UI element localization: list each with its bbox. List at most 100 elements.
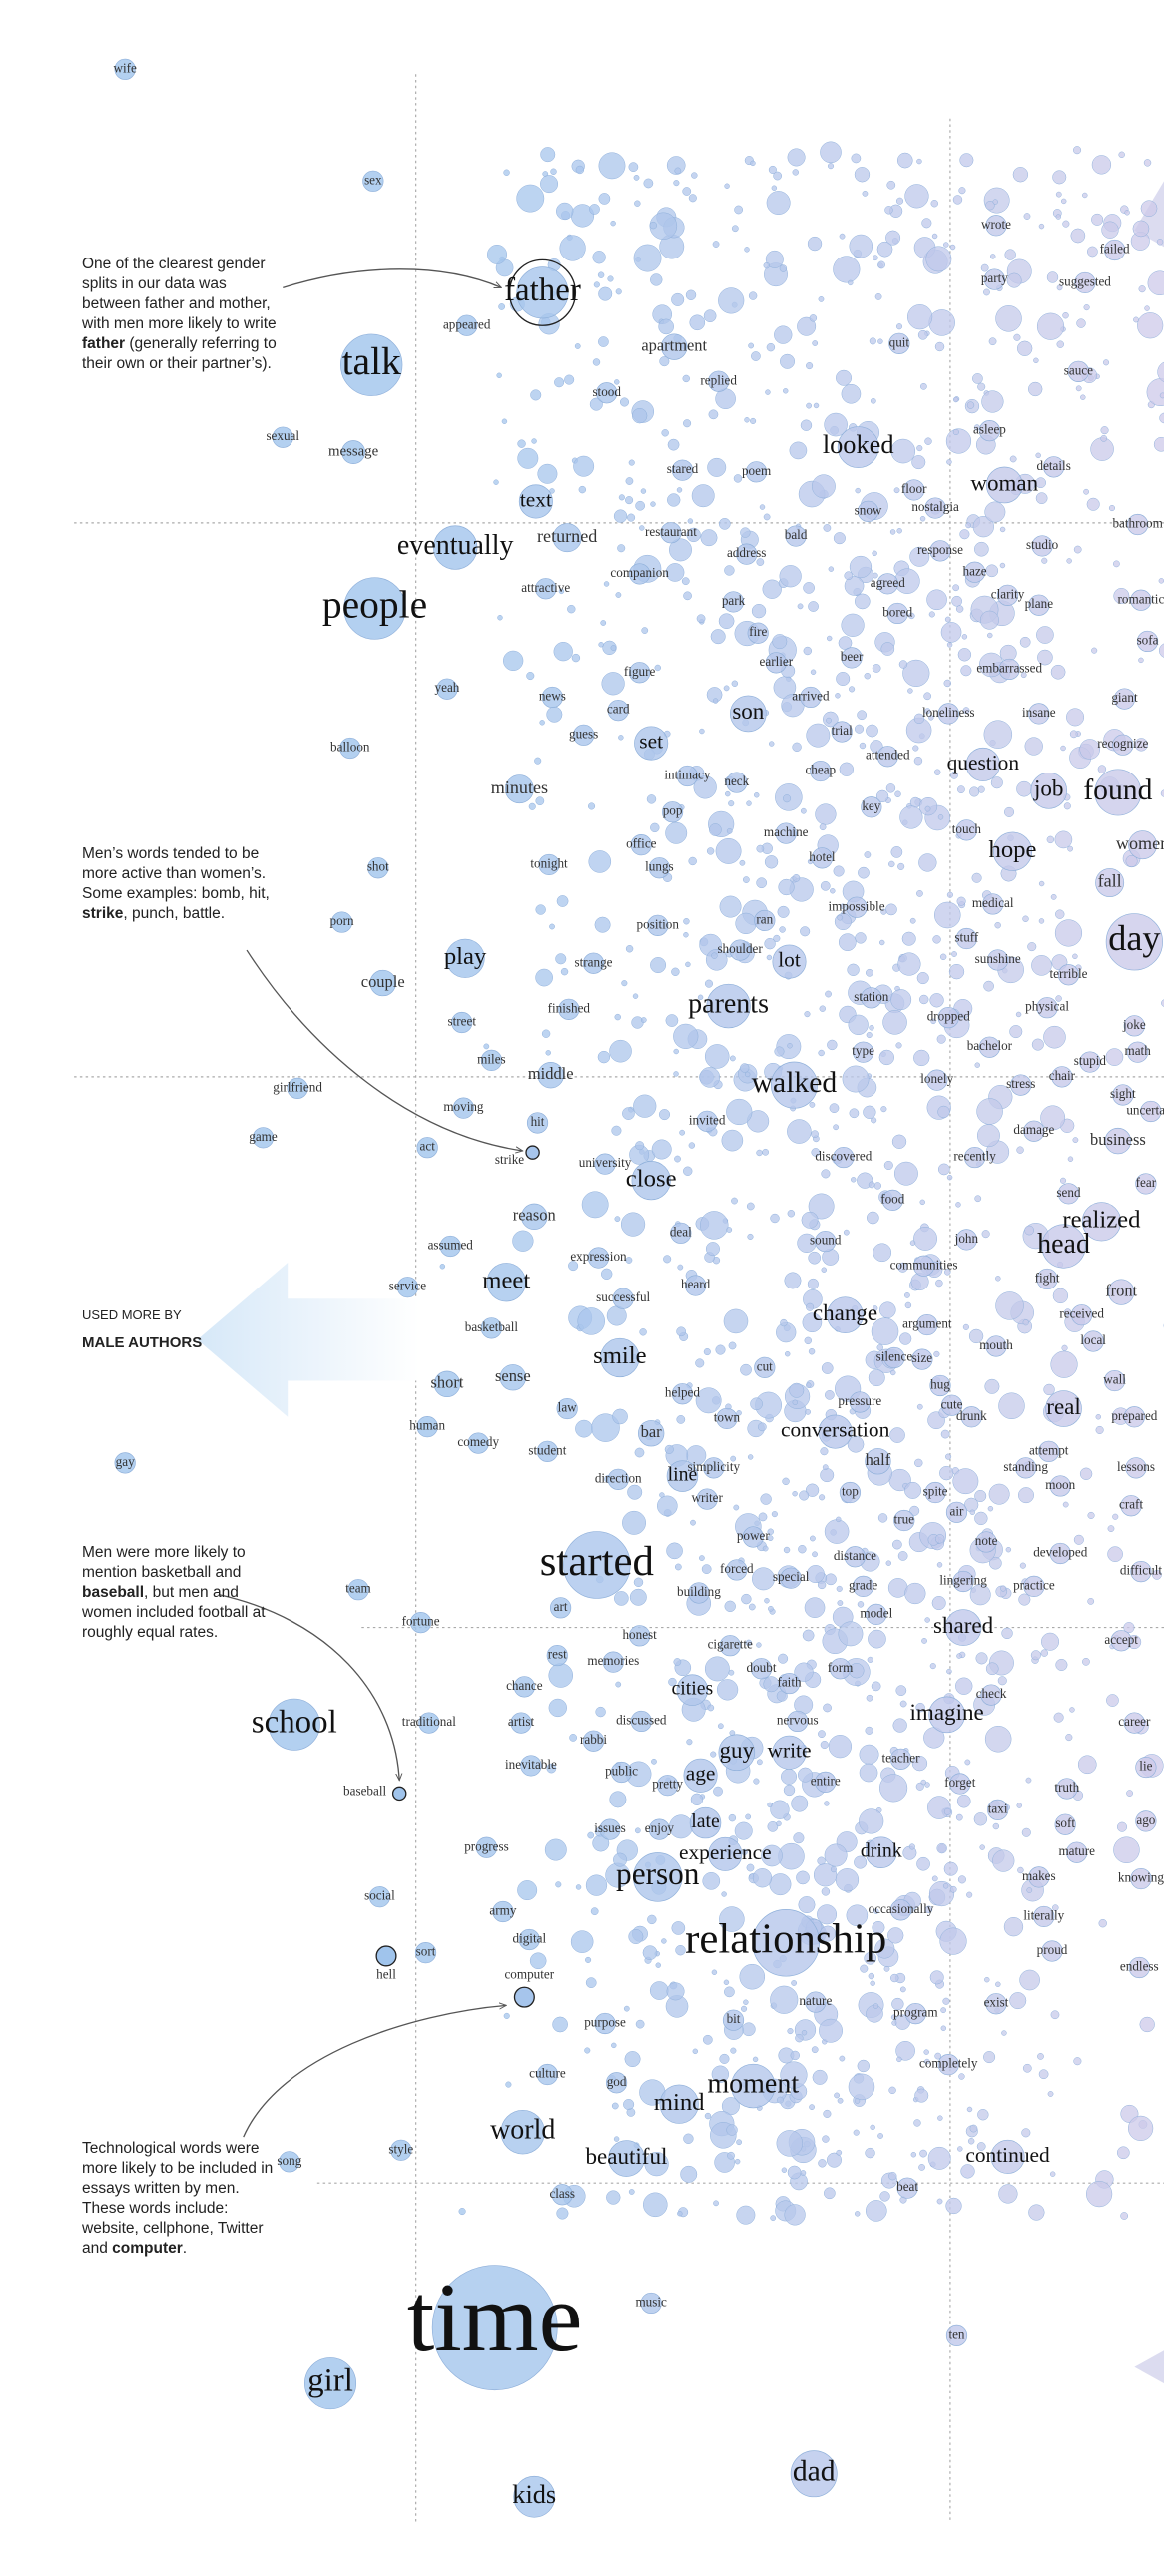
word-label: realized <box>1062 1206 1141 1233</box>
word-label: communities <box>890 1257 958 1272</box>
bubble <box>890 1973 899 1983</box>
bubble <box>931 233 938 240</box>
bubble <box>1062 220 1070 228</box>
bubble <box>824 1519 850 1544</box>
word-bubble <box>268 1698 320 1751</box>
annotation-text: One of the clearest gender splits in our… <box>82 256 277 332</box>
word-label: party <box>981 270 1008 285</box>
bubble <box>868 1181 875 1189</box>
bubble <box>885 230 901 246</box>
bubble <box>581 1191 609 1219</box>
bubble <box>691 484 715 508</box>
bubble <box>535 968 553 987</box>
word-label: beat <box>896 2179 918 2194</box>
bubble <box>545 1050 551 1056</box>
bubble <box>1113 1836 1140 1863</box>
bubble <box>929 993 944 1008</box>
bubble <box>585 1874 608 1896</box>
word-label: people <box>322 583 427 627</box>
word-bubble <box>1028 1866 1050 1888</box>
word-label: head <box>1037 1229 1090 1260</box>
word-bubble <box>634 726 669 761</box>
word-bubble <box>924 1481 946 1504</box>
bubble <box>868 1972 875 1980</box>
bubble <box>1036 626 1054 644</box>
bubble <box>1159 392 1164 399</box>
bubble <box>702 1872 721 1890</box>
word-bubble <box>492 1900 514 1923</box>
bubble <box>962 1323 969 1330</box>
bubble <box>767 1528 774 1535</box>
word-label: embarrassed <box>976 660 1042 675</box>
bubble <box>898 660 908 669</box>
bubble <box>699 1211 729 1240</box>
highlight-circle <box>375 1945 397 1967</box>
word-label: miles <box>477 1051 506 1066</box>
word-label: army <box>489 1903 516 1918</box>
bubble <box>802 1629 815 1642</box>
bubble <box>979 610 999 630</box>
bubble <box>573 455 595 477</box>
bubble <box>1005 1546 1012 1553</box>
word-bubble <box>722 591 745 613</box>
bubble <box>603 581 610 587</box>
bubble <box>823 2109 832 2118</box>
bubble <box>886 180 896 190</box>
bubble <box>797 1767 813 1783</box>
bubble <box>746 1202 755 1211</box>
bubble <box>919 516 926 522</box>
word-bubble <box>1031 535 1053 557</box>
word-bubble <box>396 1277 419 1298</box>
bubble <box>914 1458 923 1468</box>
bubble <box>696 614 706 624</box>
word-label: bathroom <box>1112 516 1163 531</box>
word-label: uncertain <box>1126 1102 1164 1117</box>
bubble <box>700 529 718 547</box>
bubble <box>995 305 1022 332</box>
word-bubble <box>1036 997 1058 1019</box>
bubble <box>1016 1146 1024 1154</box>
word-bubble <box>1130 589 1152 611</box>
bubble <box>728 800 735 807</box>
word-bubble <box>1049 1475 1071 1497</box>
word-label: machine <box>764 824 809 839</box>
bubble <box>800 2170 807 2176</box>
word-label: check <box>976 1686 1007 1701</box>
word-label: spite <box>923 1484 948 1499</box>
bubble <box>683 2133 694 2144</box>
bubble <box>674 167 682 175</box>
annotation: Men’s words tended to be more active tha… <box>82 844 282 924</box>
bubble <box>553 642 573 662</box>
bubble <box>682 374 690 383</box>
word-bubble <box>861 796 882 818</box>
bubble <box>851 1177 857 1183</box>
bubble <box>701 1564 712 1574</box>
bubble <box>890 2014 897 2020</box>
word-bubble <box>416 1137 438 1159</box>
bubble <box>731 225 739 233</box>
bubble <box>987 632 993 639</box>
word-label: experience <box>679 1840 772 1864</box>
bubble <box>1143 159 1152 167</box>
word-bubble <box>552 523 582 553</box>
bubble <box>1125 854 1138 867</box>
annotation-text: Technological words were more likely to … <box>82 2140 274 2257</box>
bubble <box>673 1023 699 1049</box>
direction-arrow <box>197 1262 419 1417</box>
bubble <box>754 792 760 798</box>
bubble <box>999 526 1006 533</box>
word-label: song <box>277 2153 301 2168</box>
bubble <box>936 1034 946 1044</box>
word-label: reason <box>513 1206 556 1225</box>
bubble <box>909 1240 916 1246</box>
word-bubble <box>504 774 534 804</box>
bubble <box>904 1292 910 1298</box>
word-bubble <box>745 461 768 483</box>
bubble <box>1003 1917 1024 1937</box>
bubble <box>821 1887 831 1896</box>
bubble <box>690 1793 704 1806</box>
bubble <box>704 979 714 988</box>
bubble <box>897 952 921 976</box>
bubble <box>503 169 510 176</box>
bubble <box>848 279 854 286</box>
